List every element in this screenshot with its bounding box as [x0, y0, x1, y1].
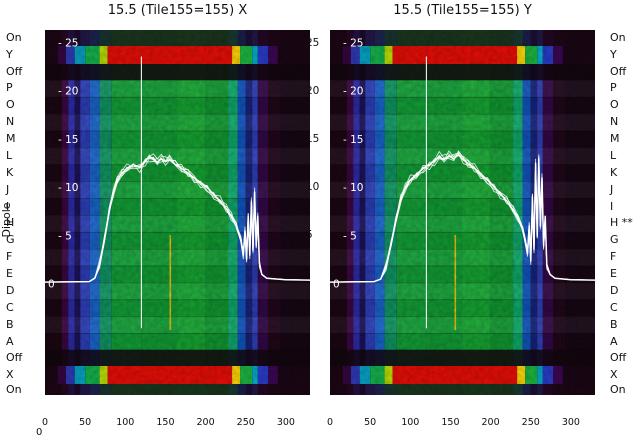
x-tick-label-panelx: 250 — [236, 417, 255, 428]
row-label-right-m: M — [610, 132, 620, 146]
x-tick-label-panely: 200 — [481, 417, 500, 428]
overlay-axis-tick-label: 25 — [306, 36, 320, 49]
row-label-left-m: M — [6, 132, 16, 146]
row-label-left-j: J — [6, 182, 10, 196]
heatmap-panel-y: - 25 - 20 - 15 - 10 - 5 0 — [330, 30, 595, 395]
panel-x-title: 15.5 (Tile155=155) X — [107, 3, 248, 18]
x-tick-label-panely: 150 — [441, 417, 460, 428]
x-tick-label-panelx: 50 — [79, 417, 92, 428]
row-label-right-h: H ** — [610, 216, 633, 230]
row-label-right-l: L — [610, 148, 617, 162]
inner-tick-label: - 10 — [58, 182, 79, 194]
row-label-right-j: J — [610, 182, 614, 196]
panel-y-title: 15.5 (Tile155=155) Y — [393, 3, 532, 18]
inner-tick-label: - 20 — [343, 86, 364, 98]
x-tick-label-panely: 0 — [326, 417, 334, 428]
row-label-left-y: Y — [6, 48, 13, 61]
row-label-left-n: N — [6, 115, 15, 129]
row-label-right-c: C — [610, 300, 618, 314]
row-label-left-l: L — [6, 148, 13, 162]
inner-tick-label: - 15 — [343, 134, 364, 146]
row-label-left-on: On — [6, 382, 22, 396]
row-label-left-e: E — [6, 267, 13, 281]
x-tick-label-panelx: 200 — [196, 417, 215, 428]
row-label-right-o: O — [610, 98, 619, 112]
row-label-right-n: N — [610, 115, 619, 129]
overlay-axis-tick-label: 15 — [306, 132, 320, 145]
overlay-axis-ticks: 25 20 15 10 5 — [306, 30, 332, 395]
row-label-right-i: I — [610, 199, 614, 213]
row-label-left-b: B — [6, 317, 14, 331]
inner-tick-label: - 25 — [58, 38, 79, 50]
row-label-right-k: K — [610, 165, 618, 179]
row-label-left-off: Off — [6, 65, 23, 78]
row-label-left-x: X — [6, 368, 14, 381]
row-label-right-x: X — [610, 368, 618, 381]
row-label-right-off: Off — [610, 351, 627, 364]
inner-tick-label: - 10 — [343, 182, 364, 194]
corner-zero-label: 0 — [36, 427, 43, 438]
row-label-right-y: Y — [610, 48, 617, 61]
row-label-right-b: B — [610, 317, 618, 331]
overlay-axis-tick-label: 5 — [306, 229, 313, 242]
x-tick-label-panely: 100 — [401, 417, 420, 428]
inner-tick-label: - 15 — [58, 134, 79, 146]
x-tick-label-panely: 250 — [521, 417, 540, 428]
row-label-left-c: C — [6, 300, 14, 314]
inner-tick-label: - 20 — [58, 86, 79, 98]
row-label-left-on: On — [6, 31, 22, 44]
x-tick-label-panely: 300 — [561, 417, 580, 428]
row-label-right-on: On — [610, 31, 626, 44]
inner-tick-label: - 5 — [58, 230, 72, 242]
row-labels-left: On Y Off P O N M L K J I H G F E D C B A Off X On — [6, 30, 40, 396]
row-label-right-f: F — [610, 250, 617, 264]
row-label-left-p: P — [6, 81, 13, 95]
overlay-axis-tick-label: 10 — [306, 181, 320, 194]
overlay-axis-tick-label: 20 — [306, 84, 320, 97]
inner-tick-label: - 5 — [343, 230, 357, 242]
row-label-left-k: K — [6, 165, 14, 179]
x-tick-label-panelx: 0 — [41, 417, 49, 428]
row-label-left-i: I — [6, 199, 10, 213]
row-label-left-g: G — [6, 233, 15, 247]
row-label-left-off: Off — [6, 351, 23, 364]
inner-tick-label: - 25 — [343, 38, 364, 50]
x-tick-label-panelx: 150 — [156, 417, 175, 428]
row-label-right-g: G — [610, 233, 619, 247]
heatmap-panel-x: - 25 - 20 - 15 - 10 - 5 0 — [45, 30, 310, 395]
row-label-right-e: E — [610, 267, 617, 281]
row-label-right-p: P — [610, 81, 617, 95]
row-label-left-f: F — [6, 250, 13, 264]
x-tick-label-panelx: 100 — [116, 417, 135, 428]
row-label-left-o: O — [6, 98, 15, 112]
x-tick-label-panely: 50 — [364, 417, 377, 428]
inner-zero-label: 0 — [333, 279, 340, 291]
inner-zero-label: 0 — [48, 279, 55, 291]
row-label-right-on: On — [610, 382, 626, 396]
row-label-right-d: D — [610, 283, 619, 297]
row-label-left-a: A — [6, 334, 14, 348]
row-label-right-a: A — [610, 334, 618, 348]
row-label-left-h: H — [6, 216, 15, 230]
x-tick-label-panelx: 300 — [276, 417, 295, 428]
row-label-left-d: D — [6, 283, 15, 297]
row-labels-right: On Y Off P O N M L K J I H ** G F E D C B A Off X On — [610, 30, 640, 396]
row-label-right-off: Off — [610, 65, 627, 78]
